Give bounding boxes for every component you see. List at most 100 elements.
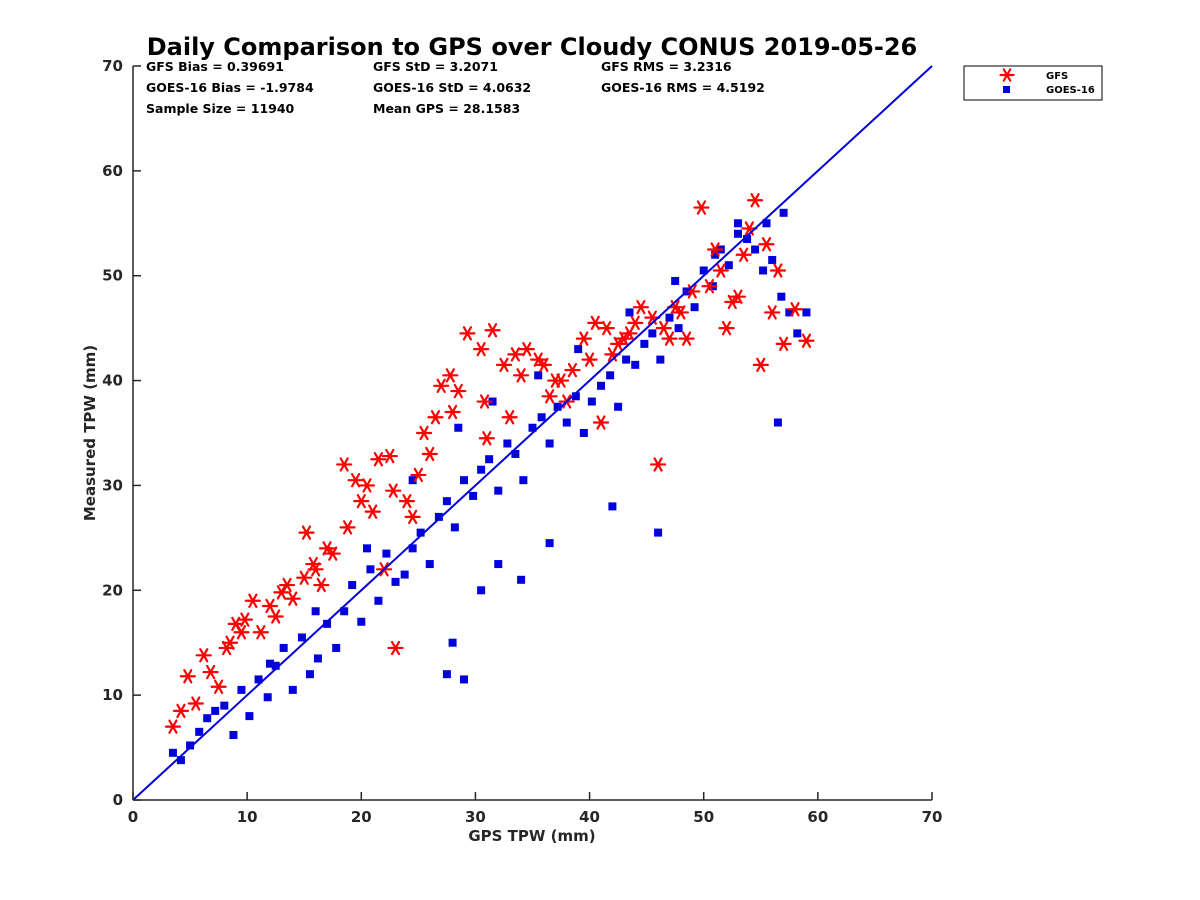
goes16-point	[408, 476, 417, 485]
gfs-point	[764, 305, 781, 320]
gfs-point	[364, 504, 381, 519]
gfs-point	[336, 457, 353, 472]
gfs-point	[324, 546, 341, 561]
goes16-point	[528, 423, 537, 432]
goes16-point	[340, 607, 349, 616]
goes16-point	[608, 502, 617, 511]
gfs-point	[735, 247, 752, 262]
goes16-point	[254, 675, 263, 684]
gfs-point	[313, 577, 330, 593]
x-tick-label: 70	[922, 808, 943, 826]
gfs-point	[473, 341, 490, 357]
gfs-point	[775, 336, 792, 352]
stats-block: GFS Bias = 0.39691 GFS StD = 3.2071 GFS …	[146, 59, 765, 116]
stat-goes-rms: GOES-16 RMS = 4.5192	[601, 80, 765, 95]
gfs-point	[381, 448, 398, 464]
gfs-point	[581, 352, 598, 367]
gfs-point	[298, 525, 315, 540]
gfs-point	[535, 357, 553, 373]
goes16-point	[779, 208, 788, 217]
goes16-point	[773, 418, 782, 427]
axes: 0 10 20 30 40 50 60 70 0 10 20 30 40 50 60 70	[102, 57, 942, 826]
goes16-point	[450, 523, 459, 532]
gfs-point	[415, 425, 433, 441]
goes16-point	[195, 727, 204, 736]
goes16-point	[571, 392, 580, 401]
goes16-point	[562, 418, 571, 427]
goes16-point	[733, 219, 742, 228]
gfs-point	[541, 389, 558, 404]
legend-goes16-marker	[1003, 86, 1010, 93]
gfs-point	[427, 410, 444, 425]
gfs-point	[172, 703, 190, 719]
goes16-point	[382, 549, 391, 558]
x-tick-label: 10	[237, 808, 258, 826]
gfs-point	[236, 612, 253, 627]
gfs-point	[404, 509, 421, 525]
gfs-point	[729, 289, 747, 304]
gfs-point	[758, 237, 775, 252]
goes16-point	[785, 308, 794, 317]
goes16-point	[442, 497, 451, 506]
gfs-point	[587, 315, 604, 331]
y-tick-label: 50	[102, 267, 123, 285]
gfs-point	[476, 394, 493, 409]
gfs-point	[752, 357, 769, 373]
goes16-point	[494, 486, 503, 495]
gfs-point	[370, 452, 387, 467]
x-tick-label: 50	[693, 808, 714, 826]
gfs-point	[701, 279, 718, 294]
gfs-point	[769, 263, 787, 278]
gfs-point	[267, 609, 284, 624]
gfs-point	[459, 326, 476, 341]
goes16-point	[220, 701, 229, 710]
x-tick-label: 60	[807, 808, 828, 826]
goes16-point	[671, 276, 680, 285]
goes16-point	[665, 313, 674, 322]
gfs-point	[746, 193, 764, 208]
gfs-point	[385, 483, 402, 498]
goes16-point	[391, 577, 400, 586]
goes16-point	[614, 402, 623, 411]
gfs-point	[450, 383, 467, 399]
goes16-point	[743, 235, 752, 244]
stat-goes-bias: GOES-16 Bias = -1.9784	[146, 80, 314, 95]
goes16-point	[654, 528, 663, 537]
goes16-point	[323, 619, 332, 628]
gfs-point	[284, 591, 301, 606]
goes16-point	[587, 397, 596, 406]
gfs-point	[495, 357, 513, 373]
gfs-point	[598, 320, 615, 336]
one-to-one-line	[132, 65, 933, 801]
goes16-point	[265, 659, 274, 668]
chart-title: Daily Comparison to GPS over Cloudy CONU…	[147, 33, 918, 61]
gfs-point	[444, 404, 461, 420]
gfs-point	[442, 368, 459, 383]
goes16-point	[494, 560, 503, 569]
y-tick-label: 30	[102, 476, 123, 494]
goes16-point	[460, 675, 469, 684]
gfs-point	[195, 648, 212, 663]
goes16-point	[176, 756, 185, 765]
goes16-point	[400, 570, 409, 579]
gfs-point	[484, 323, 501, 338]
gfs-point	[296, 570, 313, 585]
gfs-point	[632, 300, 650, 315]
gfs-point	[164, 719, 182, 734]
gfs-point	[233, 625, 250, 640]
goes16-point	[711, 250, 720, 259]
x-tick-label: 40	[579, 808, 600, 826]
goes16-point	[503, 439, 512, 448]
gfs-point	[501, 410, 518, 425]
goes16-point	[460, 476, 469, 485]
goes16-point	[442, 670, 451, 679]
goes16-point	[288, 685, 297, 694]
goes16-point	[469, 491, 478, 500]
goes16-point	[477, 465, 486, 474]
gfs-point	[433, 378, 450, 393]
goes16-point	[357, 617, 366, 626]
series-goes16	[168, 208, 811, 765]
goes16-point	[699, 266, 708, 275]
gfs-point	[179, 669, 196, 684]
